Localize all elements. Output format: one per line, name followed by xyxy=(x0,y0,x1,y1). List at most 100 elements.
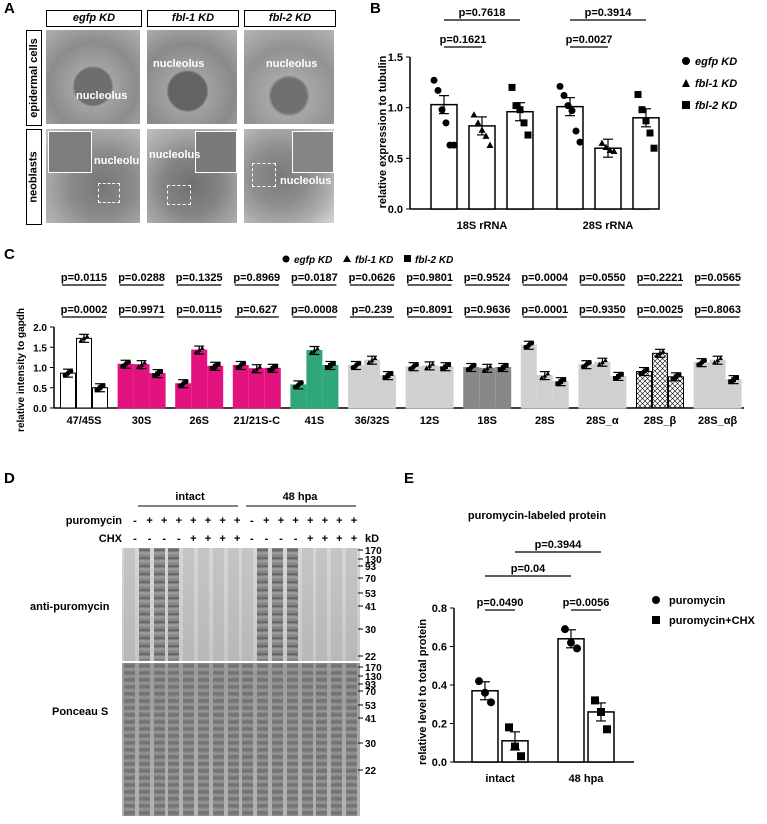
d-marker-label: 170 xyxy=(365,663,382,674)
c-y-axis-label: relative intensity to gapdh xyxy=(16,308,27,432)
c-x-tick-label: 41S xyxy=(305,415,325,427)
em-zoom-box xyxy=(98,183,120,203)
panel-b-chart: relative expression to tubulin 0.0 0.5 1.0… xyxy=(377,7,737,232)
d-puromycin-sign: + xyxy=(278,515,284,527)
c-point xyxy=(603,357,608,363)
blot-lane xyxy=(227,548,239,661)
b-point xyxy=(576,138,584,146)
d-puromycin-sign: + xyxy=(176,515,182,527)
blot-lane xyxy=(346,548,357,661)
c-pvalue-bottom-label: p=0.627 xyxy=(236,304,277,316)
c-bar xyxy=(133,364,150,409)
ponceau-lane xyxy=(212,663,224,816)
c-point xyxy=(440,366,445,372)
c-point xyxy=(325,365,330,370)
em-row-header-epidermal: epidermal cells xyxy=(26,30,42,126)
c-point xyxy=(388,371,394,376)
c-point xyxy=(199,345,205,350)
panel-letter-b: B xyxy=(370,0,381,17)
e-point xyxy=(597,707,605,716)
b-point xyxy=(516,106,524,114)
c-bar xyxy=(380,375,396,409)
c-point xyxy=(267,367,273,373)
em-image-epidermal-egfp: nucleolus xyxy=(46,30,140,124)
b-point xyxy=(560,92,568,100)
b-point xyxy=(450,141,458,149)
e-y-tick-label: 0.6 xyxy=(432,642,447,654)
ponceau-lane xyxy=(257,663,269,816)
d-marker-label: 93 xyxy=(365,680,377,691)
c-point xyxy=(328,363,333,368)
c-point xyxy=(731,377,736,383)
ponceau-lane xyxy=(168,663,180,816)
d-kd-label: kD xyxy=(365,533,379,544)
d-puromycin-sign: + xyxy=(190,515,196,527)
c-y-tick-label: 0.0 xyxy=(33,404,47,415)
d-puromycin-sign: + xyxy=(219,515,225,527)
b-point xyxy=(442,119,450,127)
c-legend-marker-circle xyxy=(282,255,290,263)
blot-lane xyxy=(316,548,328,661)
em-col-header-fbl2: fbl-2 KD xyxy=(244,10,336,27)
b-point xyxy=(520,119,528,127)
c-point xyxy=(702,358,707,364)
d-marker-label: 130 xyxy=(365,672,382,683)
d-marker-label: 41 xyxy=(365,602,377,613)
blot-lane xyxy=(331,548,343,661)
blot-anti-puromycin xyxy=(122,548,360,661)
b-legend-item-fbl2: fbl-2 KD xyxy=(695,100,737,112)
c-point xyxy=(497,367,503,372)
c-y-tick-label: 2.0 xyxy=(33,323,47,334)
c-point xyxy=(481,367,487,373)
blot-lane xyxy=(301,548,313,661)
e-pvalue-label: p=0.0056 xyxy=(563,597,610,609)
c-legend-marker-square xyxy=(404,255,411,262)
b-point xyxy=(642,117,650,125)
c-pvalue-bottom-label: p=0.9350 xyxy=(579,304,626,316)
e-y-tick-label: 0.8 xyxy=(432,603,447,615)
c-bar xyxy=(479,367,496,409)
d-marker-label: 130 xyxy=(365,555,382,566)
d-marker-label: 30 xyxy=(365,739,377,750)
b-point xyxy=(610,147,618,155)
e-point xyxy=(567,638,575,647)
e-pvalue-label: p=0.0490 xyxy=(477,597,524,609)
c-point xyxy=(385,373,391,378)
em-image-neoblast-fbl1: nucleolus xyxy=(147,129,237,223)
b-point xyxy=(524,131,532,139)
c-x-tick-label: 26S xyxy=(189,415,209,427)
c-bar xyxy=(652,352,668,409)
c-point xyxy=(331,361,336,366)
c-point xyxy=(616,374,621,379)
c-bar xyxy=(405,366,422,409)
c-legend-item-fbl2: fbl-2 KD xyxy=(415,255,453,266)
c-pvalue-bottom-label: p=0.0115 xyxy=(176,304,222,316)
ponceau-lane xyxy=(301,663,313,816)
c-x-tick-label: 28S xyxy=(535,415,555,427)
d-puromycin-sign: - xyxy=(250,515,254,527)
c-point xyxy=(619,371,624,377)
c-x-tick-label: 18S xyxy=(477,415,497,427)
c-pvalue-bottom-label: p=0.8063 xyxy=(694,304,741,316)
blot-lane xyxy=(242,548,254,661)
c-point xyxy=(158,369,163,374)
e-point xyxy=(487,698,495,707)
c-x-tick-label: 30S xyxy=(132,415,152,427)
e-point xyxy=(481,688,489,697)
c-point xyxy=(424,365,429,370)
b-point xyxy=(512,102,520,110)
c-pvalue-top-label: p=0.1325 xyxy=(176,272,223,284)
c-bar xyxy=(709,359,726,409)
e-legend-item-chx: puromycin+CHX xyxy=(669,615,756,627)
c-bar xyxy=(536,375,553,409)
blot-lane xyxy=(153,548,165,661)
b-point xyxy=(602,143,610,150)
em-label: nucleolus xyxy=(76,90,128,102)
c-x-tick-label: 12S xyxy=(420,415,440,427)
e-point xyxy=(511,742,519,751)
blot-lane xyxy=(168,548,180,661)
e-point xyxy=(573,644,581,653)
c-x-tick-label: 28S_β xyxy=(644,415,677,427)
d-blot-label-ponceau: Ponceau S xyxy=(52,706,109,718)
c-pvalue-bottom-label: p=0.0002 xyxy=(61,304,108,316)
